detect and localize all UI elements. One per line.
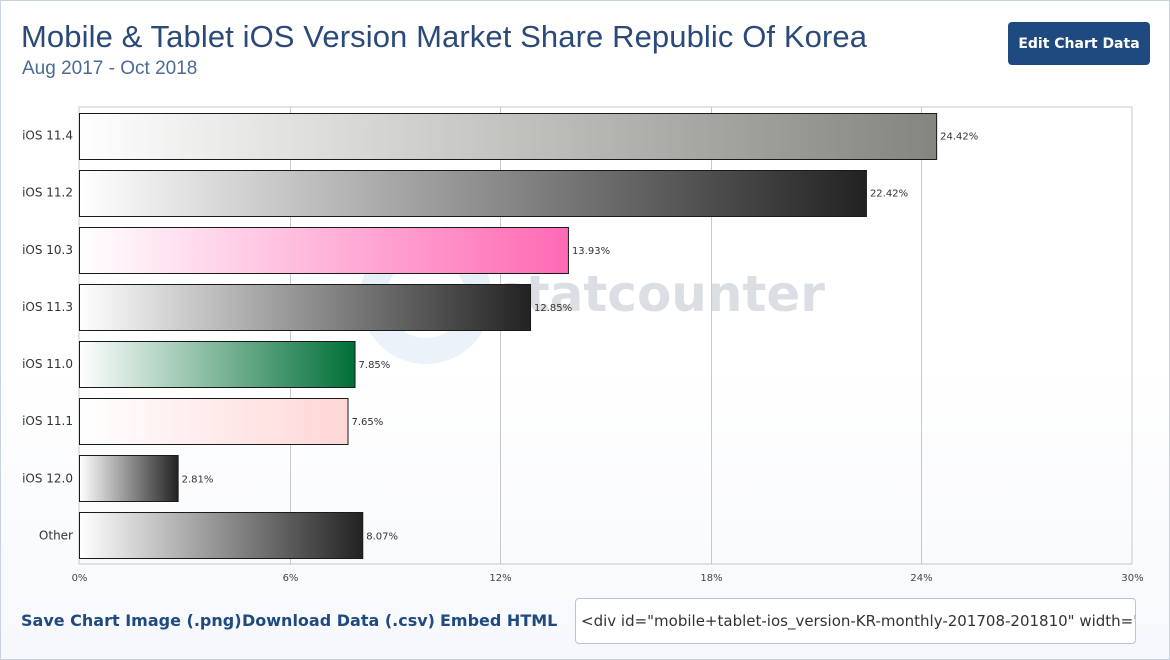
bar-value-label: 7.65% [352, 417, 384, 428]
y-category-label: iOS 11.3 [22, 300, 73, 314]
bar-value-label: 12.85% [534, 303, 572, 314]
bar-value-label: 2.81% [182, 474, 214, 485]
embed-code-text: <div id="mobile+tablet-ios_version-KR-mo… [581, 612, 1136, 630]
bar-ios-11-0[interactable] [79, 341, 356, 388]
y-category-label: iOS 11.2 [22, 186, 73, 200]
y-category-label: iOS 11.4 [22, 129, 73, 143]
bar-chart: 0% 6% 12% 18% 24% 30% 24.42% iOS 11.4 22.42% iOS … [22, 106, 1144, 584]
x-tick-label: 0% [72, 573, 88, 584]
bar-value-label: 22.42% [870, 189, 908, 200]
bar-value-label: 8.07% [366, 531, 398, 542]
chart-title: Mobile & Tablet iOS Version Market Share… [21, 19, 868, 54]
bar-ios-10-3[interactable] [79, 227, 569, 274]
x-tick-label: 18% [700, 573, 722, 584]
plot-area [78, 106, 1133, 565]
bar-other[interactable] [79, 512, 364, 559]
bar-value-label: 24.42% [940, 132, 978, 143]
embed-code-field[interactable]: <div id="mobile+tablet-ios_version-KR-mo… [575, 598, 1136, 644]
bar-ios-11-2[interactable] [79, 170, 867, 217]
save-chart-image-link[interactable]: Save Chart Image (.png) [21, 611, 242, 630]
bar-value-label: 13.93% [572, 246, 610, 257]
x-tick-label: 12% [489, 573, 511, 584]
chart-subtitle: Aug 2017 - Oct 2018 [22, 58, 198, 79]
y-category-label: iOS 12.0 [22, 471, 73, 485]
x-tick-label: 6% [283, 573, 299, 584]
bar-value-label: 7.85% [359, 360, 391, 371]
y-category-label: iOS 11.1 [22, 414, 73, 428]
edit-chart-data-button[interactable]: Edit Chart Data [1008, 22, 1150, 65]
bar-ios-11-4[interactable] [79, 113, 938, 160]
y-category-label: iOS 10.3 [22, 243, 73, 257]
x-tick-label: 24% [910, 573, 932, 584]
embed-html-link[interactable]: Embed HTML [440, 611, 558, 630]
y-category-label: Other [39, 528, 73, 542]
x-tick-label: 30% [1121, 573, 1143, 584]
bar-ios-11-3[interactable] [79, 284, 532, 331]
y-category-label: iOS 11.0 [22, 357, 73, 371]
download-data-link[interactable]: Download Data (.csv) [242, 611, 435, 630]
bar-ios-12-0[interactable] [79, 455, 179, 502]
bar-ios-11-1[interactable] [79, 398, 349, 445]
